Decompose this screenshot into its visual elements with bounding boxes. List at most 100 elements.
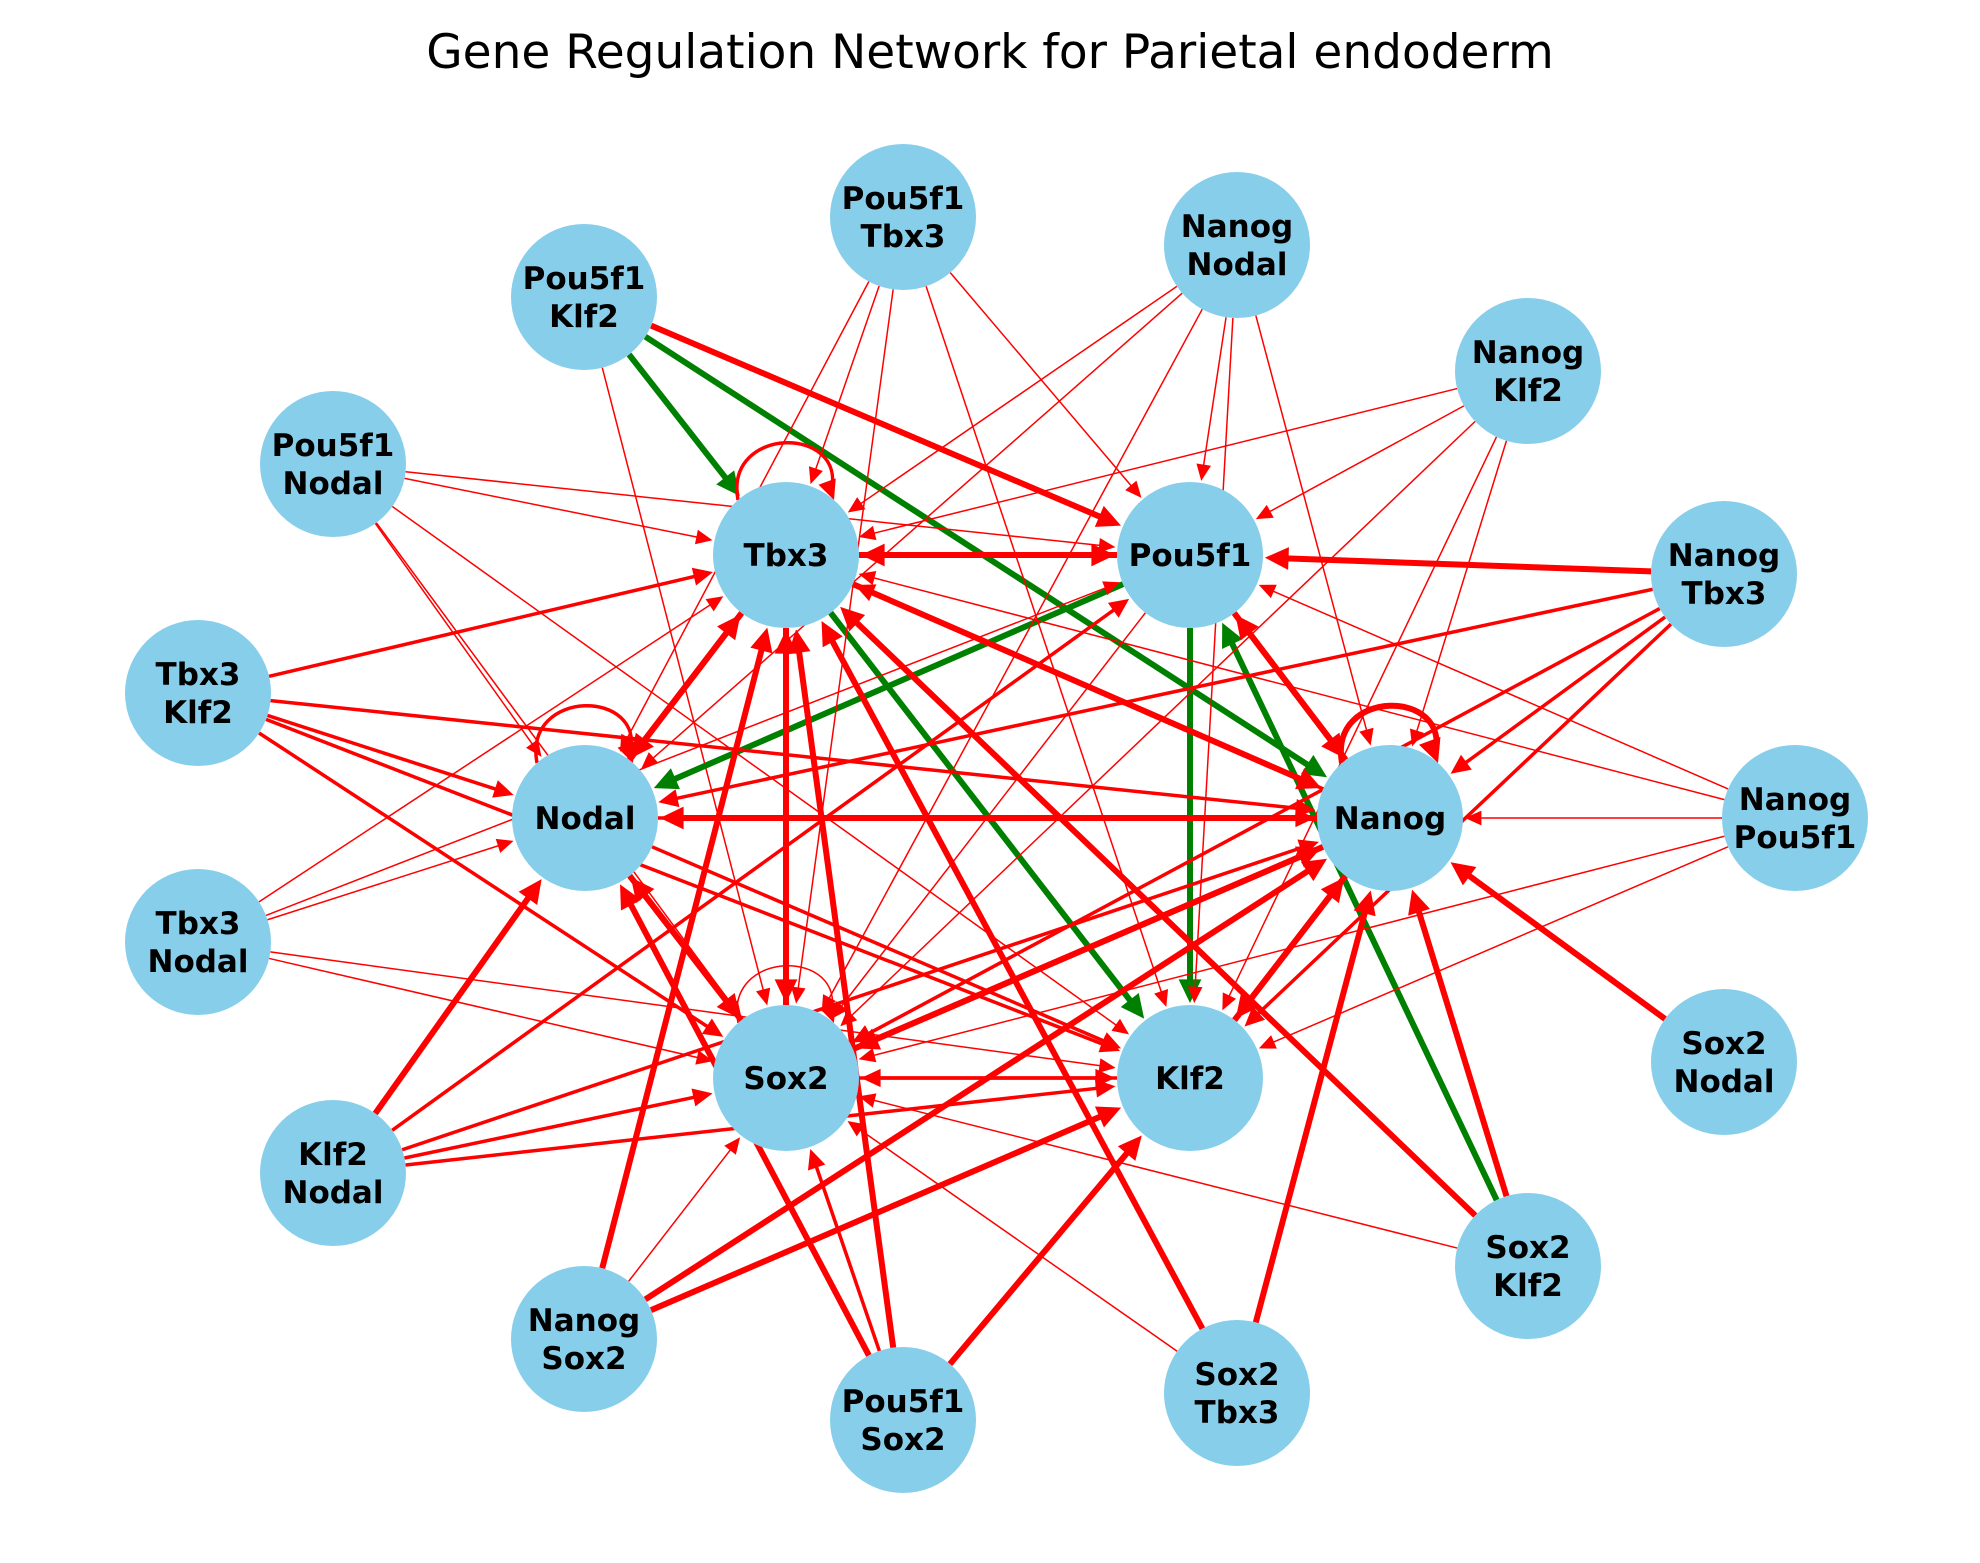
arrowhead-tbx3-nodal-to-nodal [495, 838, 514, 853]
arrowhead-sox2-klf2-to-tbx3 [840, 606, 866, 632]
node-circle-tbx3-nodal [125, 869, 271, 1015]
edge-pou5f1-tbx3-to-sox2 [796, 289, 894, 995]
edge-sox2-tbx3-to-tbx3 [825, 632, 1206, 1331]
arrowhead-tbx3-nodal-to-klf2 [1098, 1058, 1116, 1073]
node-circle-nanog-klf2 [1455, 298, 1601, 444]
arrowhead-nanog-klf2-to-pou5f1 [1255, 504, 1274, 520]
arrowhead-nanog-to-tbx3 [854, 584, 877, 602]
edge-nanog-pou5f1-to-tbx3 [867, 575, 1725, 801]
arrowhead-tbx3-klf2-to-nanog [1294, 799, 1316, 818]
edge-pou5f1-nodal-to-tbx3 [404, 477, 703, 540]
edge-tbx3-nodal-to-tbx3 [258, 601, 716, 903]
edge-nanog-nodal-to-nanog [1255, 315, 1369, 737]
node-circle-pou5f1-sox2 [830, 1347, 976, 1493]
node-label-pou5f1-nodal-line-2: Nodal [283, 466, 384, 502]
node-label-nanog-klf2-line-2: Klf2 [1493, 373, 1563, 409]
edge-nanog-sox2-to-klf2 [649, 1110, 1110, 1313]
arrowhead-tbx3-nodal-to-sox2 [695, 1050, 713, 1065]
node-circle-klf2-nodal [260, 1100, 406, 1246]
edge-nanog-klf2-to-sox2 [846, 420, 1476, 1021]
arrowhead-pou5f1-to-tbx3 [861, 543, 885, 567]
arrowhead-klf2-nodal-to-klf2 [1094, 1079, 1116, 1098]
node-circle-pou5f1 [1117, 482, 1263, 628]
edge-nanog-tbx3-to-pou5f1 [1278, 555, 1652, 575]
node-label-nanog-tbx3-line-2: Tbx3 [1682, 576, 1767, 612]
node-label-sox2-nodal-line-2: Nodal [1674, 1064, 1775, 1100]
edge-nanog-sox2-to-sox2 [628, 1144, 735, 1282]
edge-klf2-to-nanog [1232, 886, 1339, 1022]
edge-nanog-nodal-to-nodal [648, 292, 1183, 763]
node-pou5f1: Pou5f1 [1117, 482, 1263, 628]
edge-pou5f1-tbx3-to-tbx3 [813, 285, 880, 476]
node-label-pou5f1-klf2-line-2: Klf2 [549, 299, 619, 335]
arrowhead-nanog-pou5f1-to-pou5f1 [1258, 584, 1277, 599]
arrowhead-nanog-klf2-to-klf2 [1222, 992, 1237, 1011]
arrowhead-nanog-nodal-to-klf2 [1187, 986, 1203, 1004]
arrowhead-nanog-klf2-to-sox2 [840, 1009, 858, 1027]
self-loop-sox2 [736, 965, 834, 1024]
arrowhead-pou5f1-tbx3-to-sox2 [791, 986, 806, 1004]
arrowhead-nanog-tbx3-to-nanog [1450, 754, 1472, 774]
arrowhead-nanog-tbx3-to-klf2 [1244, 1006, 1266, 1027]
node-circle-pou5f1-tbx3 [830, 144, 976, 290]
node-nodal: Nodal [512, 745, 658, 891]
arrowhead-nanog-sox2-to-sox2 [724, 1137, 741, 1155]
node-label-tbx3-klf2-line-1: Tbx3 [156, 657, 241, 693]
edge-nanog-to-pou5f1 [1241, 624, 1349, 762]
arrowhead-nanog-nodal-to-tbx3 [847, 497, 866, 513]
edge-tbx3-nodal-to-pou5f1 [265, 585, 1112, 917]
node-circle-nanog-pou5f1 [1722, 745, 1868, 891]
node-label-pou5f1-tbx3-line-1: Pou5f1 [842, 181, 965, 217]
node-label-klf2-nodal-line-2: Nodal [283, 1175, 384, 1211]
arrowhead-nanog-klf2-to-nanog [1409, 728, 1424, 747]
arrowhead-pou5f1-klf2-to-sox2 [755, 987, 771, 1006]
arrowhead-klf2-to-nanog [1320, 877, 1345, 904]
edge-tbx3-klf2-to-nanog [270, 698, 1304, 811]
edge-klf2-nodal-to-nanog [401, 843, 1309, 1152]
self-loop-nodal [534, 704, 634, 764]
node-label-pou5f1-line-1: Pou5f1 [1129, 538, 1252, 574]
edge-pou5f1-tbx3-to-pou5f1 [949, 272, 1136, 491]
arrowhead-nanog-nodal-to-nanog [1359, 727, 1374, 746]
node-label-nanog-pou5f1-line-1: Nanog [1739, 782, 1851, 818]
edge-sox2-klf2-to-nanog [1413, 902, 1510, 1198]
self-loop-arrowhead-nanog [1419, 736, 1441, 763]
edge-pou5f1-tbx3-to-klf2 [925, 286, 1164, 998]
arrowhead-sox2-to-nanog [1294, 846, 1322, 868]
arrowhead-pou5f1-to-nodal [653, 768, 680, 790]
edge-klf2-nodal-to-pou5f1 [391, 604, 1121, 1132]
node-label-pou5f1-sox2-line-1: Pou5f1 [842, 1384, 965, 1420]
arrowhead-klf2-nodal-to-sox2 [691, 1088, 713, 1107]
node-circle-nanog [1317, 745, 1463, 891]
edge-sox2-to-nodal [637, 886, 744, 1023]
node-circle-sox2 [713, 1005, 859, 1151]
edge-nanog-sox2-to-nanog [643, 863, 1317, 1302]
edge-nanog-klf2-to-nanog [1414, 440, 1508, 738]
arrowhead-nanog-pou5f1-to-nanog [1465, 810, 1482, 826]
node-circle-nodal [512, 745, 658, 891]
arrowhead-klf2-to-sox2 [861, 1068, 881, 1088]
node-label-nanog-nodal-line-1: Nanog [1181, 209, 1293, 245]
edge-tbx3-nodal-to-sox2 [268, 957, 704, 1060]
arrowhead-tbx3-to-klf2 [1120, 993, 1145, 1019]
arrowhead-tbx3-nodal-to-pou5f1 [1102, 581, 1121, 596]
edge-sox2-tbx3-to-sox2 [855, 1125, 1178, 1352]
edge-klf2-nodal-to-sox2 [404, 1094, 702, 1160]
node-label-tbx3-klf2-line-2: Klf2 [163, 695, 233, 731]
node-label-nodal-line-1: Nodal [535, 801, 636, 837]
node-circle-nanog-tbx3 [1651, 501, 1797, 647]
node-label-pou5f1-klf2-line-1: Pou5f1 [523, 261, 646, 297]
arrowhead-sox2-klf2-to-pou5f1 [1222, 622, 1243, 649]
arrowhead-pou5f1-nodal-to-klf2 [1111, 1018, 1130, 1035]
edges-layer [258, 272, 1729, 1367]
edge-pou5f1-klf2-to-tbx3 [626, 352, 734, 487]
self-loop-tbx3 [735, 441, 835, 501]
node-label-sox2-line-1: Sox2 [743, 1061, 828, 1097]
